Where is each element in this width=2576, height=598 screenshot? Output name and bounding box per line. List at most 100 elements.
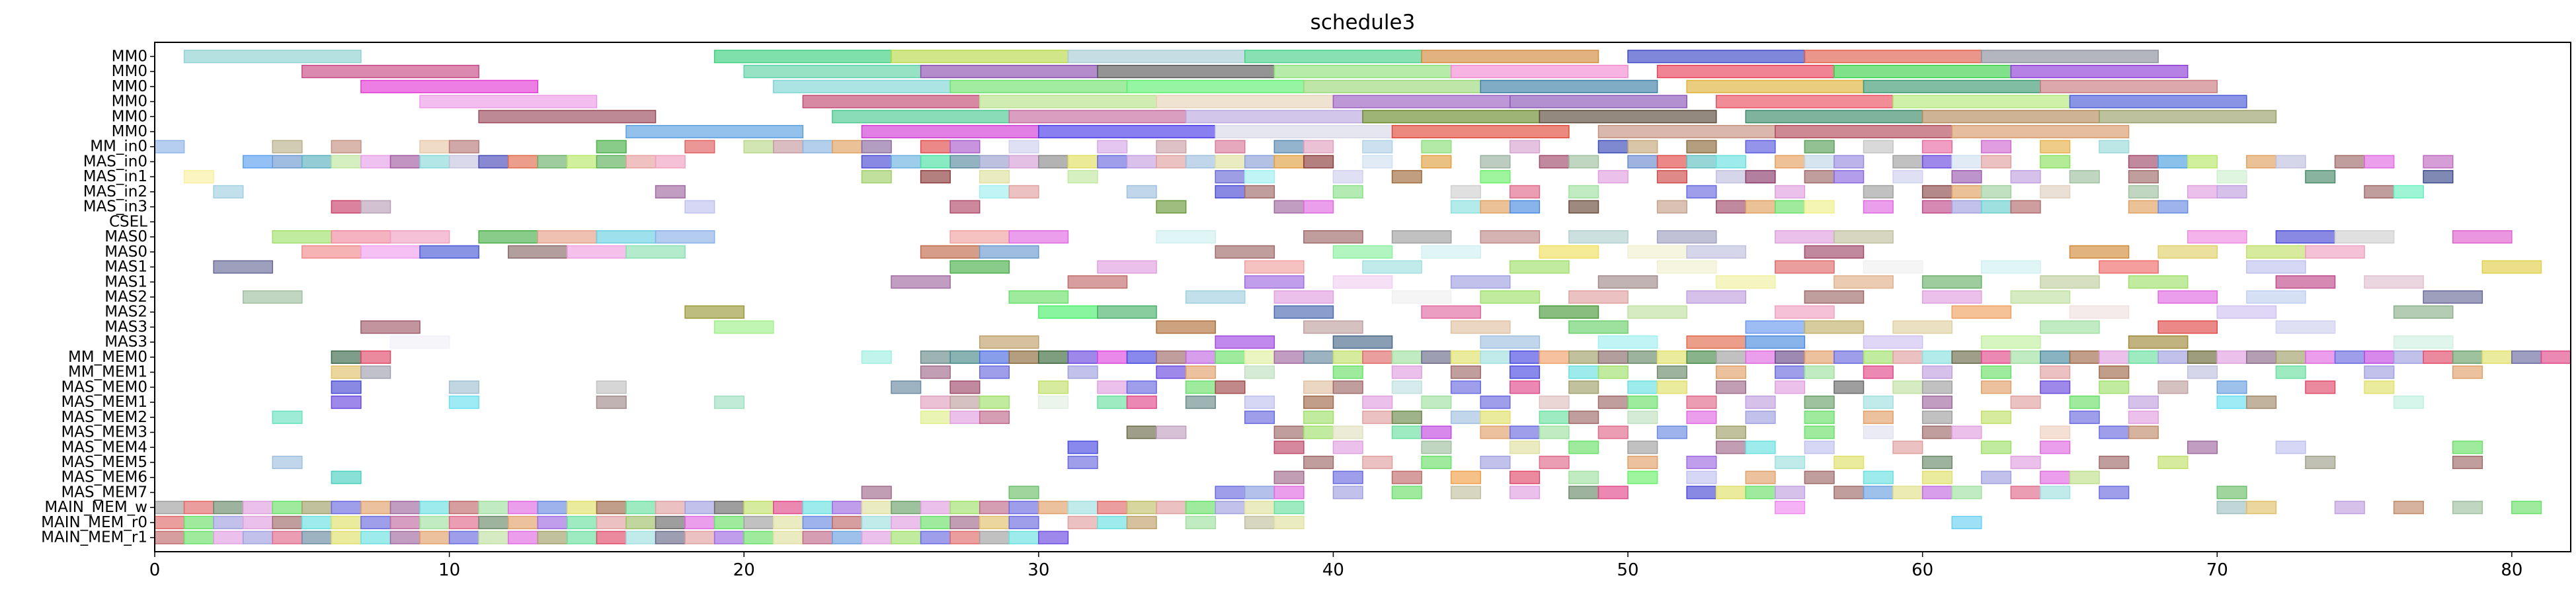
task-bar [2305, 170, 2336, 184]
task-bar [1951, 515, 1982, 529]
task-bar [2187, 350, 2218, 364]
task-bar [2275, 230, 2336, 244]
task-bar [1627, 350, 1658, 364]
task-bar [1008, 486, 1039, 499]
task-bar [448, 140, 479, 153]
task-bar [949, 350, 981, 364]
task-bar [979, 170, 1010, 184]
task-bar [1332, 170, 1363, 184]
task-bar [743, 531, 774, 544]
task-bar [1038, 124, 1216, 139]
task-bar [1686, 410, 1717, 424]
task-bar [1568, 365, 1599, 379]
task-bar [1715, 155, 1747, 169]
task-bar [1539, 410, 1570, 424]
y-tick-label: MAS0 [104, 243, 147, 261]
task-bar [448, 155, 479, 169]
task-bar [1185, 350, 1216, 364]
task-bar [1391, 365, 1422, 379]
task-bar [2069, 396, 2100, 409]
y-tick-label: MAS_MEM6 [61, 469, 147, 486]
task-bar [1892, 441, 1923, 454]
task-bar [1038, 396, 1069, 409]
task-bar [1303, 200, 1334, 214]
task-bar [1656, 425, 1687, 439]
task-bar [1008, 290, 1069, 304]
task-bar [2246, 260, 2306, 274]
task-bar [1804, 425, 1835, 439]
task-bar [920, 365, 951, 379]
task-bar [272, 155, 303, 169]
task-bar [1745, 200, 1776, 214]
task-bar [1804, 396, 1835, 409]
task-bar [1038, 350, 1069, 364]
task-bar [478, 155, 509, 169]
task-bar [302, 531, 333, 544]
task-bar [1627, 155, 1658, 169]
task-bar [302, 245, 362, 259]
x-axis-ticks: 0 10 20 30 40 50 60 70 80 [149, 552, 2522, 580]
task-bar [272, 501, 303, 515]
task-bar [419, 531, 450, 544]
task-bar [1951, 305, 2012, 319]
task-bar [183, 170, 214, 184]
task-bar [1804, 441, 1835, 454]
task-bar [272, 140, 303, 153]
task-bar [1244, 170, 1275, 184]
task-bar [625, 531, 657, 544]
task-bar [2010, 170, 2041, 184]
task-bar [2393, 501, 2424, 515]
task-bar [1244, 501, 1275, 515]
task-bar [1185, 365, 1216, 379]
task-bar [272, 531, 303, 544]
task-bar [832, 531, 863, 544]
y-tick-label: MAIN_MEM_r1 [41, 529, 147, 546]
task-bar [2040, 320, 2100, 334]
task-bar [1627, 305, 1687, 319]
task-bar [2099, 380, 2130, 394]
y-tick-label: MM_MEM1 [68, 364, 147, 381]
task-bar [1244, 50, 1422, 64]
task-bar [1215, 335, 1275, 349]
task-bar [2099, 365, 2130, 379]
task-bar [1951, 200, 1982, 214]
task-bar [2069, 410, 2100, 424]
task-bar [596, 380, 627, 394]
task-bar [1627, 140, 1658, 153]
task-bar [1126, 425, 1157, 439]
task-bar [1921, 396, 1952, 409]
task-bar [1097, 380, 1128, 394]
task-bar [861, 515, 892, 529]
task-bar [389, 155, 421, 169]
task-bar [272, 410, 303, 424]
task-bar [949, 380, 981, 394]
task-bar [360, 79, 539, 93]
task-bar [1156, 350, 1187, 364]
task-bar [2040, 275, 2100, 289]
task-bar [1038, 155, 1069, 169]
task-bar [2511, 350, 2542, 364]
y-tick-label: MAS_in2 [83, 183, 147, 200]
y-tick-label: MAS1 [104, 273, 147, 290]
task-bar [2099, 486, 2130, 499]
y-tick-label: MM_MEM0 [68, 349, 147, 366]
task-bar [389, 515, 421, 529]
task-bar [2423, 350, 2454, 364]
task-bar [1450, 410, 1481, 424]
task-bar [2393, 396, 2424, 409]
task-bar [1745, 486, 1776, 499]
task-bar [1568, 486, 1599, 499]
task-bar [1156, 140, 1187, 153]
task-bar [2157, 245, 2218, 259]
task-bar [773, 79, 951, 93]
task-bar [478, 515, 509, 529]
task-bar [1097, 260, 1157, 274]
task-bar [832, 110, 1010, 124]
task-bar [920, 170, 951, 184]
task-bar [2187, 185, 2218, 198]
task-bar [537, 531, 568, 544]
task-bar [302, 65, 479, 79]
task-bar [1126, 155, 1157, 169]
task-bar [1597, 140, 1629, 153]
task-bar [2069, 170, 2100, 184]
